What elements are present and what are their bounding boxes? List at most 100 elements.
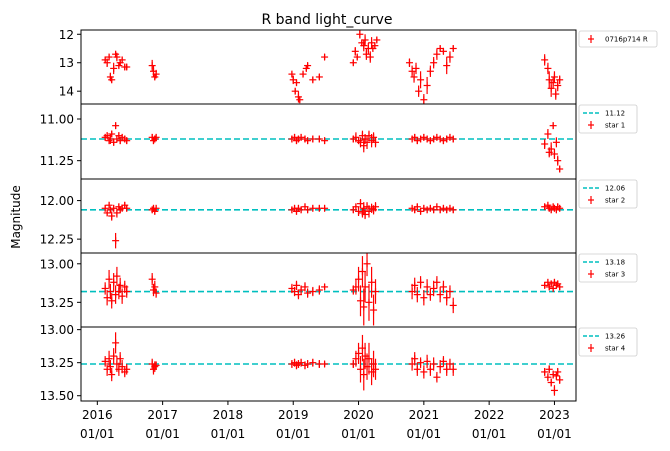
- x-tick-year: 2023: [539, 408, 570, 422]
- data-point: [304, 62, 312, 70]
- data-point: [321, 283, 329, 291]
- panel-1: 12 13 14 0716p714 R: [59, 28, 658, 105]
- data-point: [556, 375, 564, 384]
- data-point: [405, 58, 413, 67]
- data-point: [544, 278, 552, 286]
- data-point: [556, 75, 564, 85]
- data-point: [426, 65, 434, 77]
- data-point: [296, 96, 304, 104]
- data-point: [549, 284, 557, 292]
- data-point: [105, 201, 113, 209]
- data-point: [423, 279, 431, 295]
- data-points: [101, 332, 564, 396]
- legend-swatch-points: [588, 270, 594, 278]
- data-point: [552, 88, 560, 100]
- data-point: [547, 378, 555, 387]
- x-tick-date: 01/01: [537, 427, 572, 441]
- legend-label: star 3: [605, 271, 625, 279]
- data-point: [430, 280, 438, 297]
- panel-5: 13.00 13.25 13.50 13.26 star 4: [40, 323, 638, 403]
- data-points: [101, 122, 564, 173]
- data-point: [365, 283, 373, 321]
- data-point: [110, 138, 118, 146]
- data-point: [366, 51, 374, 63]
- data-point: [371, 42, 379, 50]
- data-point: [293, 79, 301, 87]
- data-point: [123, 285, 131, 298]
- data-point: [103, 58, 111, 67]
- legend-swatch-points: [588, 121, 594, 129]
- data-point: [304, 360, 312, 368]
- data-point: [552, 137, 560, 148]
- data-point: [297, 358, 305, 367]
- data-point: [291, 87, 299, 95]
- data-point: [356, 30, 364, 39]
- panel-frame: [80, 178, 577, 254]
- data-point: [417, 207, 425, 215]
- y-tick-label: 13: [59, 56, 74, 70]
- y-tick-label: 12.25: [40, 233, 74, 247]
- data-point: [449, 45, 457, 52]
- data-point: [105, 53, 113, 61]
- data-point: [426, 362, 434, 376]
- data-point: [436, 206, 444, 214]
- data-point: [361, 209, 369, 220]
- data-point: [349, 59, 357, 67]
- data-point: [108, 367, 116, 382]
- panel-4: 13.00 13.25 13.18 star 3: [40, 252, 638, 328]
- data-point: [449, 362, 457, 376]
- data-point: [549, 122, 557, 130]
- data-point: [415, 85, 423, 97]
- y-tick-label: 13.25: [40, 356, 74, 370]
- legend-swatch-points: [588, 196, 594, 204]
- x-axis-ticks: 2016 01/01 2017 01/01 2018 01/01 2019 01/01 2020…: [80, 401, 572, 441]
- legend-label: 12.06: [605, 185, 626, 193]
- y-tick-label: 12.00: [40, 194, 74, 208]
- data-point: [420, 204, 428, 212]
- y-axis-label: Magnitude: [9, 185, 23, 249]
- data-point: [436, 360, 444, 374]
- data-point: [372, 358, 380, 380]
- data-point: [152, 69, 160, 79]
- data-point: [556, 283, 564, 291]
- data-point: [315, 73, 323, 81]
- data-point: [315, 285, 323, 295]
- data-point: [115, 283, 123, 300]
- y-tick-label: 11.00: [40, 113, 74, 127]
- x-tick-date: 01/01: [80, 427, 115, 441]
- data-point: [436, 135, 444, 143]
- data-point: [417, 276, 425, 289]
- data-point: [370, 294, 378, 326]
- data-point: [433, 371, 441, 383]
- data-point: [103, 290, 111, 306]
- data-point: [103, 132, 111, 140]
- data-point: [372, 279, 380, 304]
- data-points: [101, 253, 564, 326]
- data-point: [446, 51, 454, 63]
- data-point: [417, 357, 425, 368]
- data-point: [412, 62, 420, 75]
- data-point: [151, 207, 159, 215]
- data-point: [417, 71, 425, 89]
- data-point: [443, 135, 451, 143]
- data-point: [360, 202, 368, 215]
- data-point: [433, 276, 441, 289]
- data-point: [321, 137, 329, 145]
- data-point: [152, 204, 160, 212]
- y-tick-label: 13.00: [40, 257, 74, 271]
- data-point: [360, 39, 368, 52]
- data-point: [443, 290, 451, 306]
- x-tick-year: 2018: [213, 408, 244, 422]
- data-point: [304, 206, 312, 214]
- data-point: [544, 129, 552, 139]
- data-point: [309, 135, 317, 143]
- data-point: [321, 53, 329, 61]
- data-point: [356, 356, 364, 383]
- panel-frame: [80, 326, 577, 402]
- data-point: [108, 211, 116, 221]
- data-point: [541, 367, 549, 376]
- data-point: [152, 361, 160, 370]
- data-point: [297, 285, 305, 295]
- data-point: [449, 297, 457, 314]
